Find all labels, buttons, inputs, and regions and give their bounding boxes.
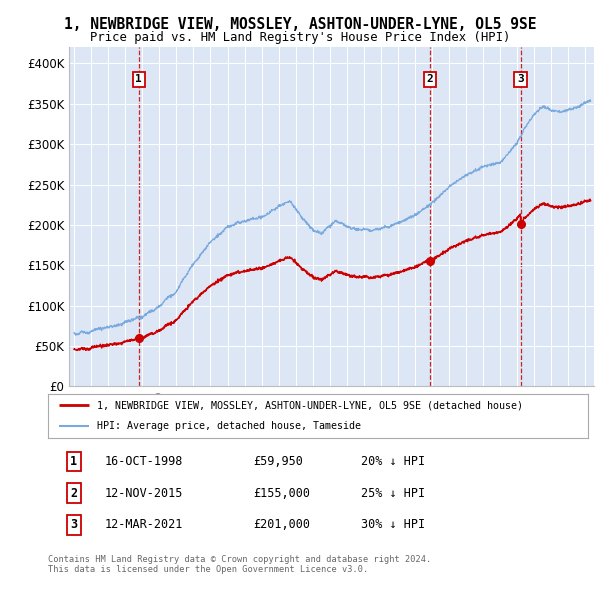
Text: 1, NEWBRIDGE VIEW, MOSSLEY, ASHTON-UNDER-LYNE, OL5 9SE: 1, NEWBRIDGE VIEW, MOSSLEY, ASHTON-UNDER…: [64, 17, 536, 31]
Text: 20% ↓ HPI: 20% ↓ HPI: [361, 455, 425, 468]
Text: 1: 1: [70, 455, 77, 468]
Text: Contains HM Land Registry data © Crown copyright and database right 2024.
This d: Contains HM Land Registry data © Crown c…: [48, 555, 431, 574]
Text: HPI: Average price, detached house, Tameside: HPI: Average price, detached house, Tame…: [97, 421, 361, 431]
Text: £201,000: £201,000: [253, 519, 310, 532]
Text: Price paid vs. HM Land Registry's House Price Index (HPI): Price paid vs. HM Land Registry's House …: [90, 31, 510, 44]
Text: 1: 1: [136, 74, 142, 84]
Text: 30% ↓ HPI: 30% ↓ HPI: [361, 519, 425, 532]
Text: 12-NOV-2015: 12-NOV-2015: [104, 487, 183, 500]
Text: 2: 2: [427, 74, 433, 84]
Text: 25% ↓ HPI: 25% ↓ HPI: [361, 487, 425, 500]
Text: £59,950: £59,950: [253, 455, 303, 468]
Text: 1, NEWBRIDGE VIEW, MOSSLEY, ASHTON-UNDER-LYNE, OL5 9SE (detached house): 1, NEWBRIDGE VIEW, MOSSLEY, ASHTON-UNDER…: [97, 400, 523, 410]
Text: 2: 2: [70, 487, 77, 500]
Text: 12-MAR-2021: 12-MAR-2021: [104, 519, 183, 532]
Text: £155,000: £155,000: [253, 487, 310, 500]
Text: 3: 3: [70, 519, 77, 532]
Text: 16-OCT-1998: 16-OCT-1998: [104, 455, 183, 468]
Text: 3: 3: [517, 74, 524, 84]
